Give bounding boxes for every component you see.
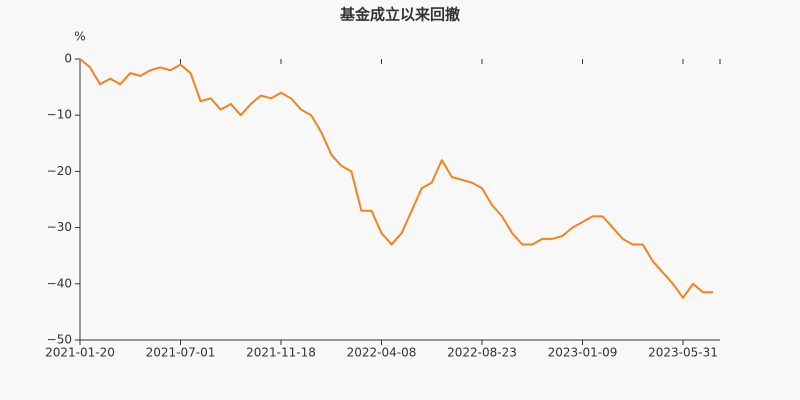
y-unit-label: % [74, 30, 85, 44]
line-series [79, 58, 714, 299]
y-tick-label: −50 [47, 333, 72, 347]
chart-title: 基金成立以来回撤 [339, 6, 460, 24]
y-tick-label: −40 [47, 276, 72, 290]
x-tick-label: 2023-05-31 [648, 346, 718, 360]
y-tick-label: −20 [47, 164, 72, 178]
x-tick-label: 2023-01-09 [548, 346, 618, 360]
x-tick-label: 2022-08-23 [447, 346, 517, 360]
x-tick-label: 2022-04-08 [347, 346, 417, 360]
y-tick-label: −10 [47, 108, 72, 122]
x-tick-label: 2021-01-20 [45, 346, 115, 360]
y-tick-label: −30 [47, 220, 72, 234]
y-tick-label: 0 [64, 52, 72, 66]
x-tick-label: 2021-11-18 [246, 346, 316, 360]
x-tick-label: 2021-07-01 [146, 346, 216, 360]
